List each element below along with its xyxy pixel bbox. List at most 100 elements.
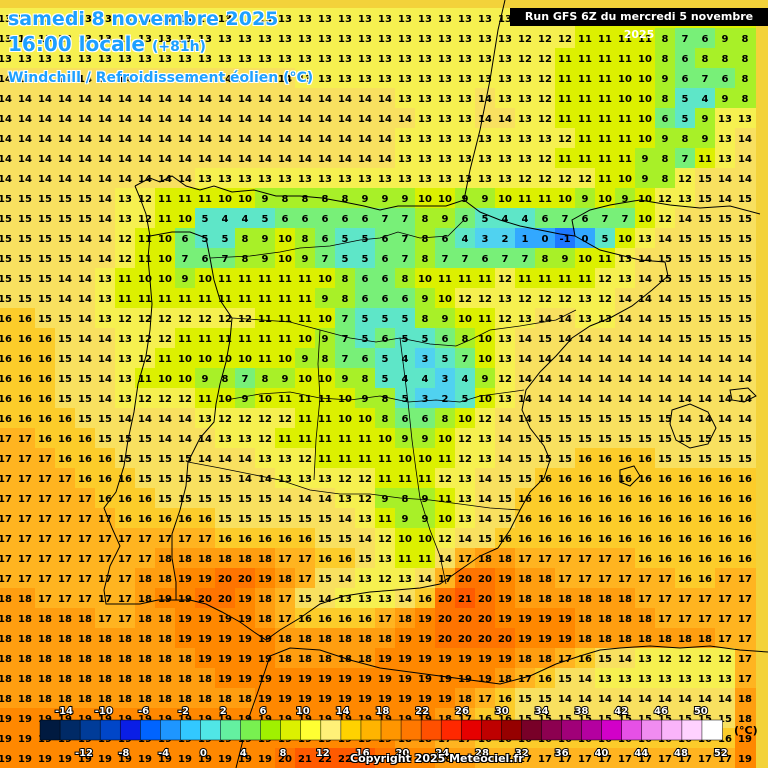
grid-cell [155, 268, 176, 289]
grid-value: 10 [638, 214, 652, 225]
grid-value: 14 [318, 154, 332, 165]
grid-value: 18 [178, 694, 192, 705]
grid-value: 17 [198, 534, 212, 545]
grid-value: 15 [658, 314, 672, 325]
grid-value: 11 [558, 154, 572, 165]
grid-value: 15 [698, 274, 712, 285]
grid-value: 11 [598, 114, 612, 125]
grid-value: 8 [382, 394, 389, 405]
grid-value: 15 [0, 194, 12, 205]
grid-value: 14 [78, 94, 92, 105]
legend-top-label: 26 [455, 706, 469, 717]
grid-cell [135, 8, 156, 29]
grid-value: 16 [518, 494, 532, 505]
grid-cell [315, 68, 336, 89]
grid-value: 15 [558, 414, 572, 425]
grid-value: 15 [38, 314, 52, 325]
grid-cell [475, 268, 496, 289]
grid-cell [575, 228, 596, 249]
grid-value: 16 [678, 554, 692, 565]
grid-cell [75, 288, 96, 309]
grid-value: 7 [402, 214, 409, 225]
grid-value: 13 [218, 174, 232, 185]
grid-value: 19 [18, 734, 32, 745]
grid-cell [335, 68, 356, 89]
grid-value: 18 [618, 594, 632, 605]
grid-value: 16 [618, 494, 632, 505]
grid-value: 15 [738, 214, 752, 225]
grid-value: 5 [262, 214, 269, 225]
grid-value: 14 [358, 94, 372, 105]
grid-value: 13 [418, 174, 432, 185]
grid-value: 16 [698, 494, 712, 505]
grid-value: 16 [278, 534, 292, 545]
grid-cell [0, 88, 16, 109]
grid-value: 11 [478, 314, 492, 325]
grid-value: 18 [678, 634, 692, 645]
grid-cell [355, 28, 376, 49]
grid-cell [695, 48, 716, 69]
grid-value: 14 [158, 134, 172, 145]
grid-value: 10 [318, 314, 332, 325]
grid-value: 16 [738, 494, 752, 505]
grid-value: 14 [118, 174, 132, 185]
grid-cell [75, 8, 96, 29]
grid-value: 16 [0, 394, 12, 405]
grid-value: 16 [58, 414, 72, 425]
grid-cell [175, 188, 196, 209]
grid-value: 12 [238, 414, 252, 425]
grid-cell [555, 28, 576, 49]
grid-value: 19 [418, 614, 432, 625]
grid-value: 13 [478, 74, 492, 85]
grid-value: 13 [478, 54, 492, 65]
grid-cell [75, 248, 96, 269]
grid-value: 18 [38, 654, 52, 665]
grid-value: 13 [358, 574, 372, 585]
grid-cell [675, 228, 696, 249]
grid-value: 8 [242, 234, 249, 245]
grid-value: 16 [0, 414, 12, 425]
grid-value: 5 [682, 94, 689, 105]
grid-value: 10 [618, 234, 632, 245]
grid-value: 18 [138, 634, 152, 645]
grid-cell [35, 188, 56, 209]
grid-value: 19 [558, 614, 572, 625]
grid-value: 11 [138, 234, 152, 245]
grid-value: 14 [38, 174, 52, 185]
grid-value: 13 [278, 14, 292, 25]
grid-value: 17 [518, 554, 532, 565]
grid-cell [55, 108, 76, 129]
grid-value: 14 [638, 314, 652, 325]
grid-value: 18 [138, 594, 152, 605]
grid-value: 8 [402, 494, 409, 505]
grid-value: 13 [358, 14, 372, 25]
grid-cell [555, 208, 576, 229]
grid-cell [455, 308, 476, 329]
grid-value: 14 [418, 574, 432, 585]
grid-cell [695, 288, 716, 309]
grid-cell [555, 288, 576, 309]
grid-cell [435, 48, 456, 69]
grid-value: 8 [222, 374, 229, 385]
grid-cell [715, 168, 736, 189]
grid-value: 20 [458, 574, 472, 585]
grid-cell [375, 208, 396, 229]
grid-value: 8 [422, 254, 429, 265]
grid-value: 15 [538, 334, 552, 345]
grid-cell [215, 248, 236, 269]
grid-value: 13 [418, 154, 432, 165]
grid-cell [295, 228, 316, 249]
legend-swatch [360, 719, 382, 741]
grid-value: 14 [638, 254, 652, 265]
grid-cell [255, 8, 276, 29]
grid-value: 19 [478, 674, 492, 685]
grid-value: 13 [418, 54, 432, 65]
grid-value: 15 [698, 174, 712, 185]
grid-value: 11 [558, 74, 572, 85]
grid-value: 13 [298, 34, 312, 45]
grid-cell [255, 268, 276, 289]
grid-value: 9 [722, 94, 729, 105]
grid-value: 11 [438, 454, 452, 465]
grid-value: 20 [218, 594, 232, 605]
grid-value: 16 [698, 574, 712, 585]
